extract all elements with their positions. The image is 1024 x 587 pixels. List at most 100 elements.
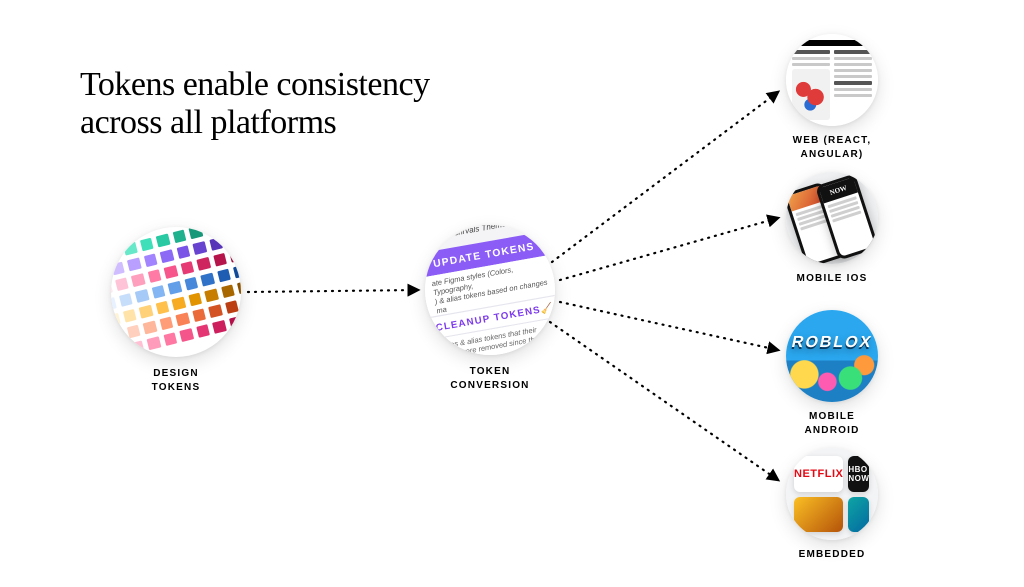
swatch bbox=[205, 288, 219, 302]
ios-preview: NOW bbox=[786, 172, 878, 264]
swatch bbox=[143, 321, 157, 335]
edge-token-conversion-to-android bbox=[560, 302, 778, 350]
swatch bbox=[176, 245, 190, 259]
node-web-circle bbox=[786, 34, 878, 126]
web-columns bbox=[792, 50, 872, 120]
swatch bbox=[180, 328, 194, 342]
swatch bbox=[212, 320, 226, 334]
node-token-conversion: Nachrvals ThemerUPDATE TOKENSate Figma s… bbox=[425, 225, 555, 392]
edge-token-conversion-to-embedded bbox=[550, 322, 778, 480]
swatch bbox=[140, 238, 154, 252]
embedded-preview: NETFLIXHBO NOW bbox=[786, 448, 878, 540]
node-web: WEB (REACT, ANGULAR) bbox=[786, 34, 878, 161]
node-ios-label: MOBILE IOS bbox=[797, 272, 868, 286]
tile-gold bbox=[794, 497, 843, 533]
swatch bbox=[168, 281, 182, 295]
edge-design-tokens-to-token-conversion bbox=[248, 290, 418, 292]
swatch bbox=[197, 257, 211, 271]
swatch bbox=[226, 233, 240, 247]
swatch bbox=[160, 249, 174, 263]
swatch bbox=[115, 277, 129, 291]
swatch bbox=[156, 234, 170, 248]
swatch bbox=[172, 229, 186, 243]
tile-netflix: NETFLIX bbox=[794, 456, 843, 492]
swatch bbox=[176, 312, 190, 326]
android-preview: ROBLOX bbox=[786, 310, 878, 402]
swatch bbox=[111, 281, 112, 295]
swatch bbox=[180, 261, 194, 275]
swatch bbox=[234, 264, 241, 278]
swatch bbox=[111, 313, 120, 327]
swatch bbox=[205, 227, 219, 235]
swatch bbox=[143, 253, 157, 267]
tile-teal bbox=[848, 497, 869, 533]
swatch bbox=[147, 269, 161, 283]
swatch bbox=[193, 241, 207, 255]
headline-line2: across all platforms bbox=[80, 104, 336, 141]
swatch bbox=[151, 285, 165, 299]
swatch bbox=[118, 293, 132, 307]
node-token-conversion-circle: Nachrvals ThemerUPDATE TOKENSate Figma s… bbox=[425, 225, 555, 355]
swatch bbox=[159, 316, 173, 330]
node-design-tokens: DESIGN TOKENS bbox=[111, 227, 241, 394]
swatch bbox=[130, 340, 144, 354]
node-android: ROBLOX MOBILE ANDROID bbox=[786, 310, 878, 437]
swatch bbox=[111, 329, 124, 343]
swatch bbox=[155, 301, 169, 315]
swatch-grid bbox=[111, 227, 241, 357]
swatch bbox=[189, 227, 203, 239]
node-embedded: NETFLIXHBO NOW EMBEDDED bbox=[786, 448, 878, 562]
swatch bbox=[111, 246, 121, 260]
swatch bbox=[225, 300, 239, 314]
headline: Tokens enable consistency across all pla… bbox=[80, 66, 430, 142]
node-embedded-label: EMBEDDED bbox=[799, 548, 866, 562]
swatch bbox=[221, 284, 235, 298]
swatch bbox=[123, 242, 137, 256]
node-android-circle: ROBLOX bbox=[786, 310, 878, 402]
swatch bbox=[209, 304, 223, 318]
diagram-stage: Tokens enable consistency across all pla… bbox=[0, 0, 1024, 587]
swatch bbox=[111, 262, 125, 276]
swatch bbox=[147, 336, 161, 350]
web-preview bbox=[786, 34, 878, 126]
swatch bbox=[127, 258, 141, 272]
swatch bbox=[192, 308, 206, 322]
node-android-label: MOBILE ANDROID bbox=[786, 410, 878, 437]
swatch bbox=[209, 237, 223, 251]
swatch bbox=[237, 280, 241, 294]
masthead bbox=[792, 40, 872, 46]
token-conversion-ui: Nachrvals ThemerUPDATE TOKENSate Figma s… bbox=[425, 225, 555, 355]
swatch bbox=[126, 325, 140, 339]
swatch bbox=[172, 297, 186, 311]
node-ios-circle: NOW bbox=[786, 172, 878, 264]
swatch bbox=[196, 324, 210, 338]
node-design-tokens-label: DESIGN TOKENS bbox=[152, 367, 201, 394]
swatch bbox=[230, 249, 241, 263]
swatch bbox=[229, 316, 241, 330]
swatch bbox=[139, 305, 153, 319]
swatch bbox=[188, 293, 202, 307]
node-web-label: WEB (REACT, ANGULAR) bbox=[786, 134, 878, 161]
swatch bbox=[135, 289, 149, 303]
broom-icon: 🧹 bbox=[540, 301, 555, 316]
map-graphic bbox=[792, 69, 830, 120]
swatch bbox=[201, 273, 215, 287]
swatch bbox=[222, 227, 236, 231]
headline-line1: Tokens enable consistency bbox=[80, 66, 430, 103]
node-token-conversion-label: TOKEN CONVERSION bbox=[450, 365, 529, 392]
swatch bbox=[164, 265, 178, 279]
swatch bbox=[114, 345, 128, 357]
node-ios: NOW MOBILE IOS bbox=[786, 172, 878, 286]
node-embedded-circle: NETFLIXHBO NOW bbox=[786, 448, 878, 540]
swatch bbox=[184, 277, 198, 291]
swatch bbox=[217, 269, 231, 283]
roblox-logo-text: ROBLOX bbox=[790, 334, 874, 352]
node-design-tokens-circle bbox=[111, 227, 241, 357]
swatch bbox=[111, 297, 116, 311]
swatch bbox=[163, 332, 177, 346]
edge-token-conversion-to-ios bbox=[560, 218, 778, 280]
tile-hbo: HBO NOW bbox=[848, 456, 869, 492]
swatch bbox=[122, 309, 136, 323]
swatch bbox=[213, 253, 227, 267]
swatch bbox=[131, 273, 145, 287]
